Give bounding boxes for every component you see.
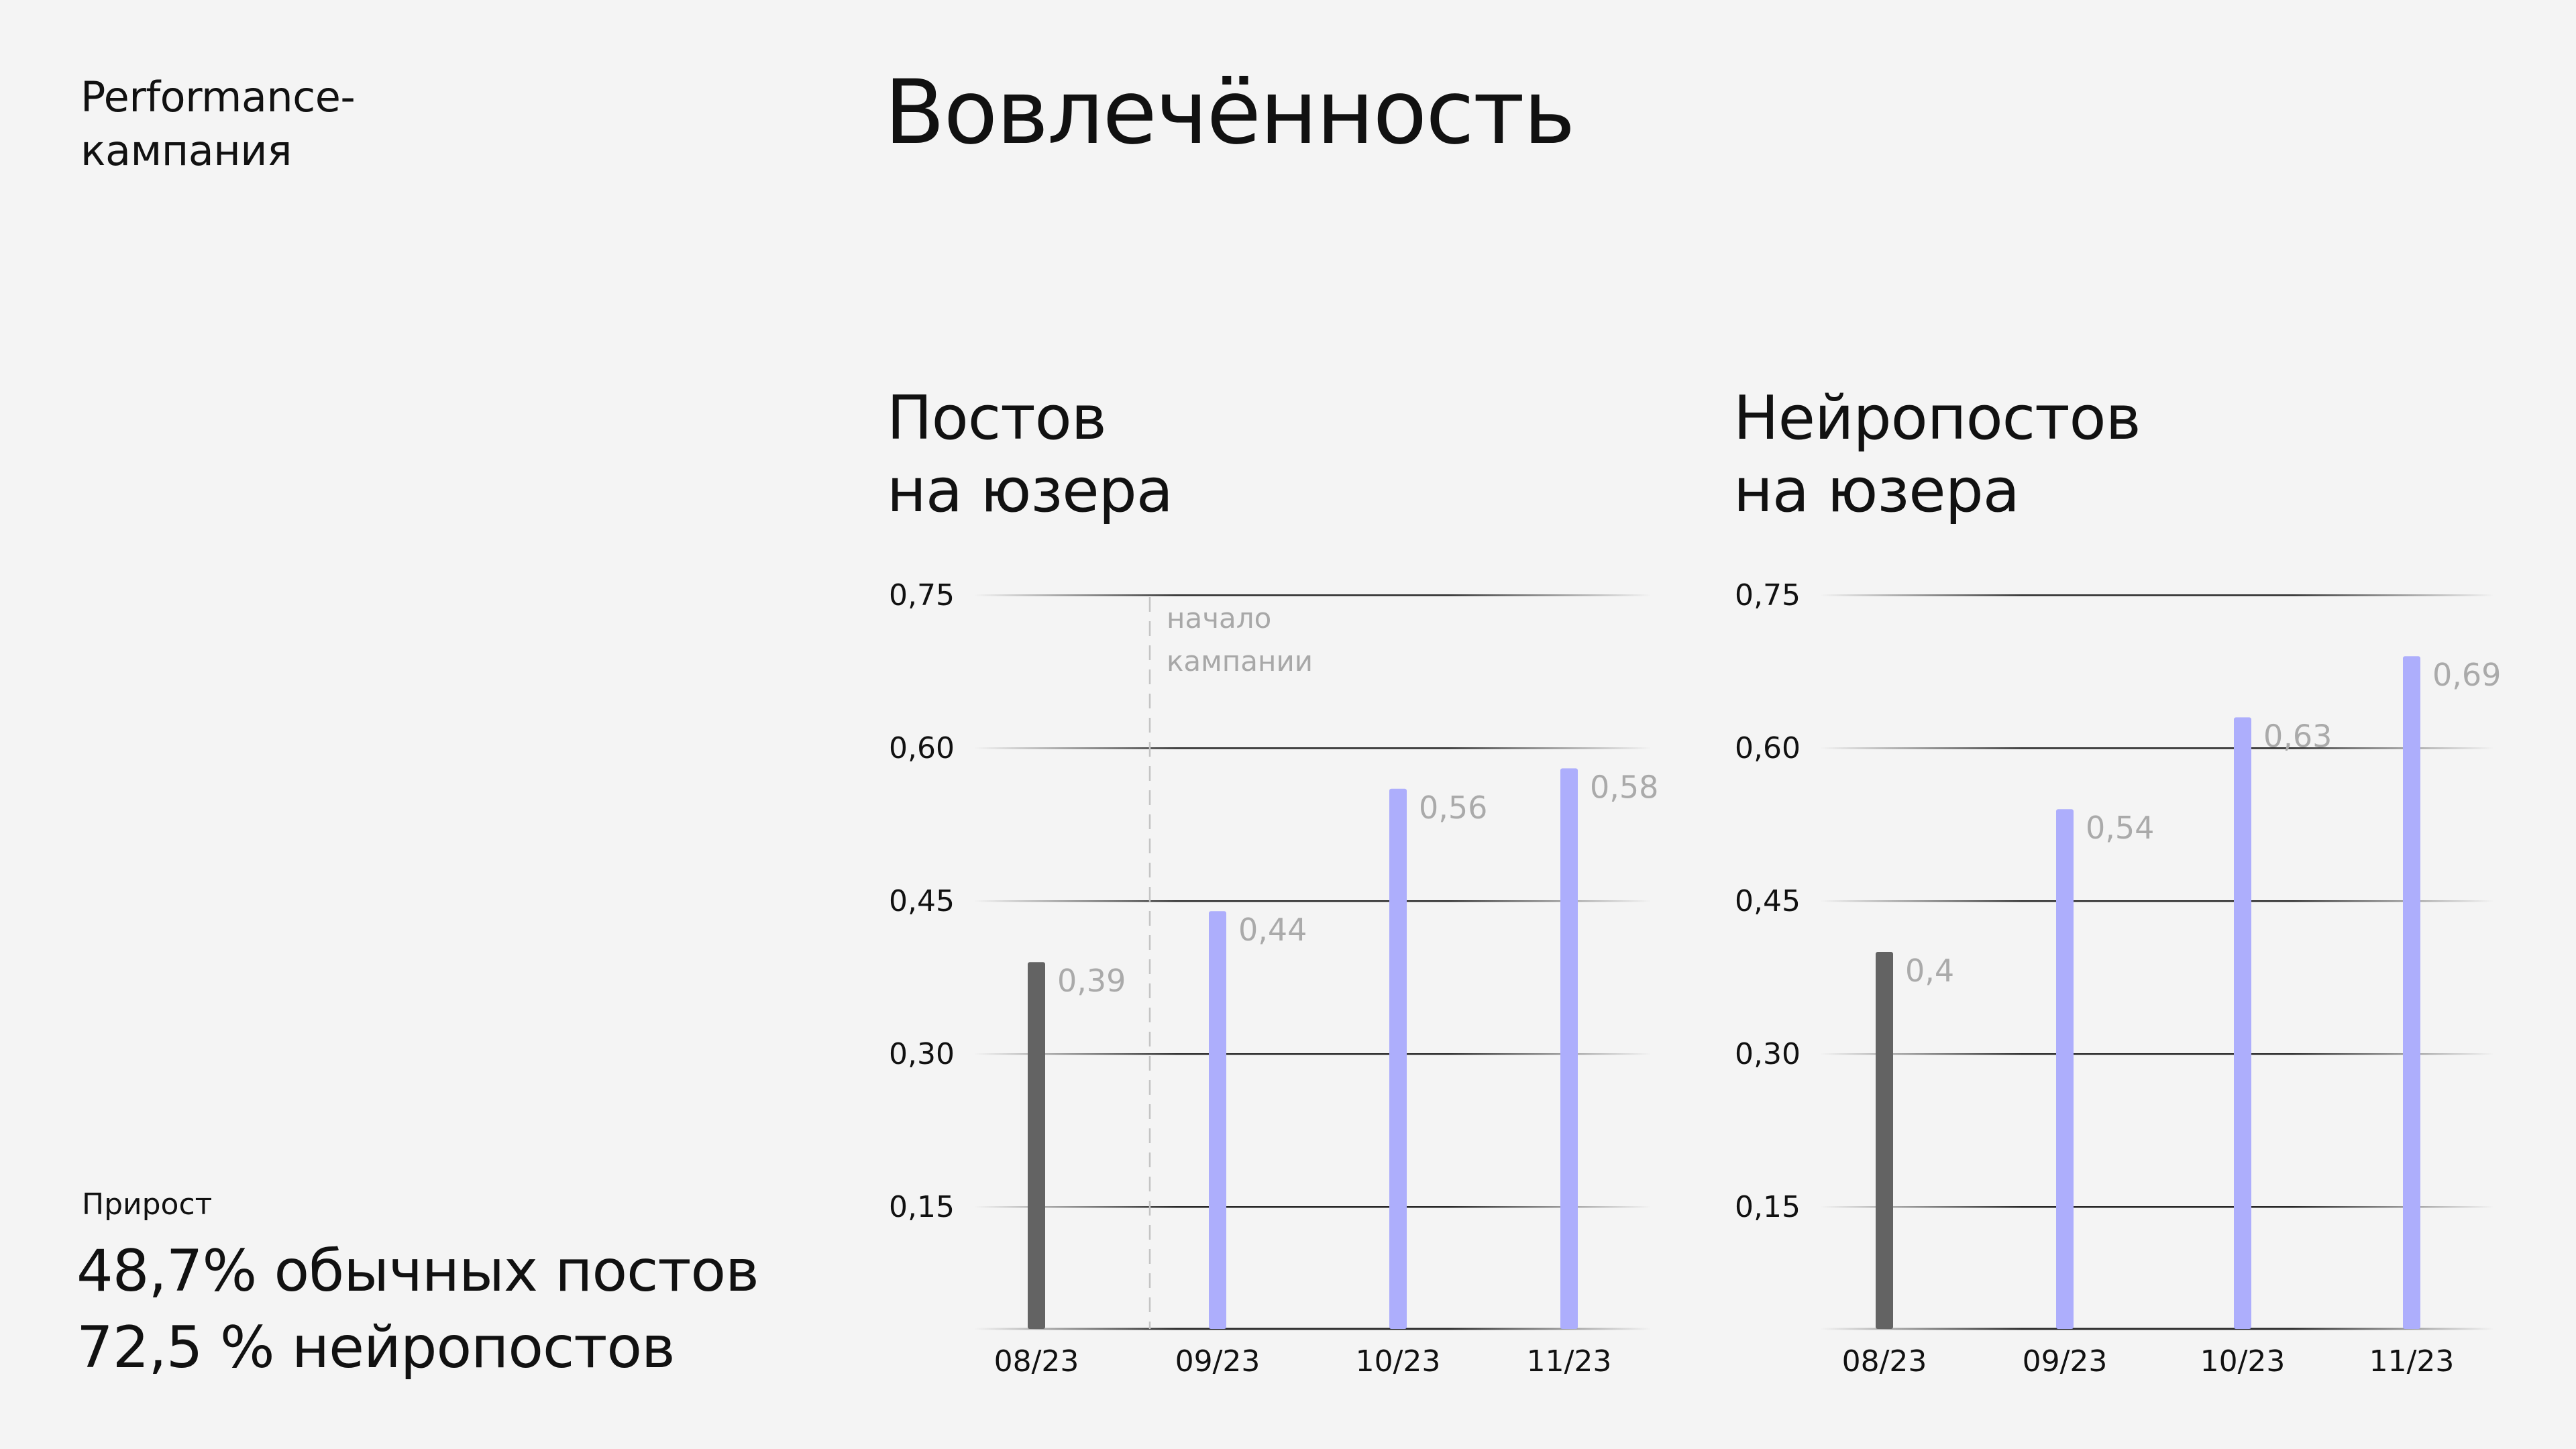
gridline [1820, 594, 2494, 596]
bar-08/23 [1876, 952, 1893, 1329]
gridline [974, 594, 1651, 596]
y-tick-label: 0,30 [1735, 1037, 1801, 1071]
bar-value-label: 0,56 [1419, 790, 1487, 826]
growth-stats: 48,7% обычных постов 72,5 % нейропостов [76, 1233, 759, 1386]
bar-value-label: 0,4 [1905, 953, 1954, 989]
x-tick-label: 11/23 [2369, 1344, 2455, 1379]
growth-stat-neuro: 72,5 % нейропостов [76, 1314, 676, 1381]
x-tick-label: 08/23 [994, 1344, 1079, 1379]
bar-value-label: 0,39 [1057, 963, 1126, 999]
bar-value-label: 0,44 [1238, 912, 1307, 948]
side-title-line: кампания [80, 126, 292, 175]
campaign-start-annotation: кампании [1167, 645, 1313, 678]
x-tick-label: 11/23 [1527, 1344, 1612, 1379]
x-tick-label: 08/23 [1842, 1344, 1927, 1379]
y-tick-label: 0,45 [1735, 884, 1801, 918]
bar-10/23 [1389, 788, 1407, 1329]
chart-title-posts: Постов на юзера [887, 382, 1173, 527]
y-tick-label: 0,75 [889, 578, 955, 612]
side-title: Performance- кампания [80, 70, 356, 178]
bar-10/23 [2234, 717, 2251, 1329]
gridline [1820, 747, 2494, 749]
growth-label: Прирост [82, 1187, 213, 1222]
side-title-line: Performance- [80, 72, 356, 121]
y-tick-label: 0,75 [1735, 578, 1801, 612]
bar-value-label: 0,54 [2086, 810, 2154, 846]
y-tick-label: 0,60 [889, 731, 955, 765]
gridline [974, 1206, 1651, 1208]
y-tick-label: 0,45 [889, 884, 955, 918]
gridline [1820, 1206, 2494, 1208]
growth-stat-regular: 48,7% обычных постов [76, 1238, 759, 1305]
gridline [974, 747, 1651, 749]
bar-11/23 [2403, 656, 2420, 1329]
y-tick-label: 0,30 [889, 1037, 955, 1071]
gridline [1820, 1053, 2494, 1055]
gridline [974, 1053, 1651, 1055]
bar-09/23 [2056, 809, 2074, 1329]
y-tick-label: 0,60 [1735, 731, 1801, 765]
chart-title-line: на юзера [887, 455, 1173, 526]
bar-09/23 [1209, 911, 1226, 1329]
bar-11/23 [1560, 768, 1578, 1329]
x-tick-label: 10/23 [2200, 1344, 2286, 1379]
gridline [974, 900, 1651, 902]
chart-title-line: на юзера [1733, 455, 2020, 526]
y-tick-label: 0,15 [1735, 1190, 1801, 1224]
x-tick-label: 09/23 [2023, 1344, 2108, 1379]
bar-08/23 [1028, 962, 1045, 1329]
x-tick-label: 10/23 [1356, 1344, 1441, 1379]
gridline [1820, 900, 2494, 902]
chart-title-line: Нейропостов [1733, 383, 2141, 453]
chart-title-line: Постов [887, 383, 1107, 453]
y-tick-label: 0,15 [889, 1190, 955, 1224]
bar-value-label: 0,69 [2432, 657, 2501, 693]
x-tick-label: 09/23 [1175, 1344, 1260, 1379]
x-axis-line [1820, 1328, 2494, 1330]
bar-value-label: 0,58 [1590, 769, 1658, 805]
page-title: Вовлечённость [884, 61, 1576, 164]
bar-value-label: 0,63 [2263, 718, 2332, 754]
campaign-start-annotation: начало [1167, 602, 1271, 635]
x-axis-line [974, 1328, 1651, 1330]
chart-title-neuroposts: Нейропостов на юзера [1733, 382, 2141, 527]
